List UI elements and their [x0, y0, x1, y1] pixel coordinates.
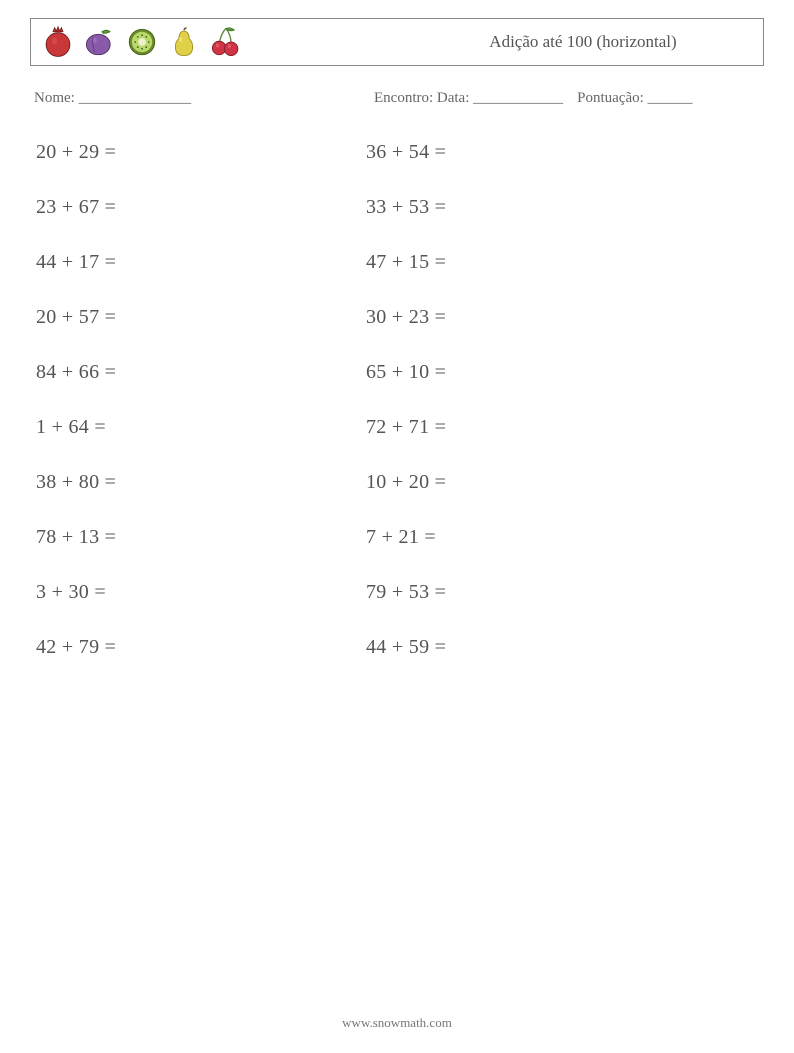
- problem: 44 + 17 =: [36, 251, 366, 274]
- fruit-icons-row: [41, 25, 243, 59]
- header-box: Adição até 100 (horizontal): [30, 18, 764, 66]
- meta-row: Nome: _______________ Encontro: Data: __…: [30, 90, 764, 107]
- problems-col-left: 20 + 29 = 23 + 67 = 44 + 17 = 20 + 57 = …: [36, 141, 366, 691]
- nome-field: Nome: _______________: [34, 90, 374, 107]
- problem: 84 + 66 =: [36, 361, 366, 384]
- problem: 47 + 15 =: [366, 251, 696, 274]
- worksheet-title: Adição até 100 (horizontal): [243, 32, 753, 52]
- problem: 33 + 53 =: [366, 196, 696, 219]
- problem: 44 + 59 =: [366, 636, 696, 659]
- problem: 1 + 64 =: [36, 416, 366, 439]
- encontro-field: Encontro: Data: ____________: [374, 90, 563, 107]
- problem: 79 + 53 =: [366, 581, 696, 604]
- problem: 3 + 30 =: [36, 581, 366, 604]
- problem: 78 + 13 =: [36, 526, 366, 549]
- problem: 30 + 23 =: [366, 306, 696, 329]
- problem: 42 + 79 =: [36, 636, 366, 659]
- problem: 72 + 71 =: [366, 416, 696, 439]
- problems-col-right: 36 + 54 = 33 + 53 = 47 + 15 = 30 + 23 = …: [366, 141, 696, 691]
- problem: 36 + 54 =: [366, 141, 696, 164]
- problem: 38 + 80 =: [36, 471, 366, 494]
- problem: 65 + 10 =: [366, 361, 696, 384]
- cherries-icon: [209, 25, 243, 59]
- kiwi-icon: [125, 25, 159, 59]
- footer-url: www.snowmath.com: [0, 1015, 794, 1031]
- pontuacao-field: Pontuação: ______: [577, 90, 692, 107]
- pear-icon: [167, 25, 201, 59]
- problems-grid: 20 + 29 = 23 + 67 = 44 + 17 = 20 + 57 = …: [30, 141, 764, 691]
- pomegranate-icon: [41, 25, 75, 59]
- problem: 20 + 29 =: [36, 141, 366, 164]
- problem: 23 + 67 =: [36, 196, 366, 219]
- plum-icon: [83, 25, 117, 59]
- problem: 10 + 20 =: [366, 471, 696, 494]
- problem: 7 + 21 =: [366, 526, 696, 549]
- problem: 20 + 57 =: [36, 306, 366, 329]
